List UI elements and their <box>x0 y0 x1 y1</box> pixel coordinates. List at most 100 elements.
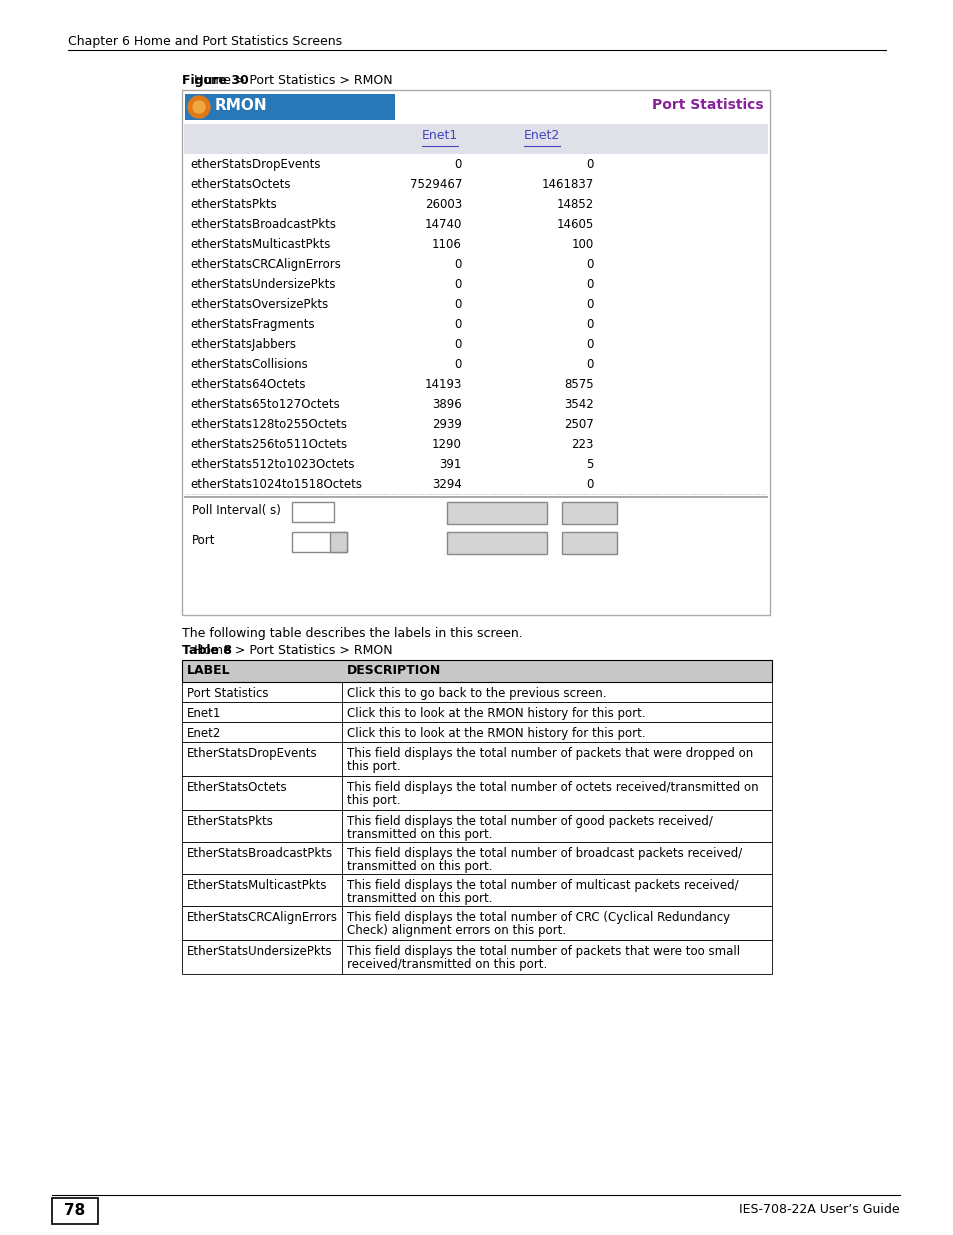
Text: Click this to look at the RMON history for this port.: Click this to look at the RMON history f… <box>347 706 645 720</box>
Bar <box>182 90 769 615</box>
Text: This field displays the total number of good packets received/: This field displays the total number of … <box>347 815 712 827</box>
Text: 0: 0 <box>455 317 461 331</box>
Bar <box>292 532 347 552</box>
Text: Poll Interval( s): Poll Interval( s) <box>192 504 280 517</box>
Text: Enet1: Enet1 <box>187 706 221 720</box>
Text: etherStats256to511Octets: etherStats256to511Octets <box>190 438 347 451</box>
Bar <box>184 254 767 274</box>
Circle shape <box>188 96 210 119</box>
Text: 7529467: 7529467 <box>409 178 461 191</box>
Text: This field displays the total number of multicast packets received/: This field displays the total number of … <box>347 879 738 892</box>
Text: ▼: ▼ <box>332 536 338 545</box>
Bar <box>182 659 771 682</box>
Text: etherStatsJabbers: etherStatsJabbers <box>190 338 295 351</box>
Bar <box>184 496 767 498</box>
Text: etherStatsOversizePkts: etherStatsOversizePkts <box>190 298 328 311</box>
Text: etherStats128to255Octets: etherStats128to255Octets <box>190 417 347 431</box>
Text: EtherStatsCRCAlignErrors: EtherStatsCRCAlignErrors <box>187 911 337 924</box>
Text: etherStats1024to1518Octets: etherStats1024to1518Octets <box>190 478 361 492</box>
Text: received/transmitted on this port.: received/transmitted on this port. <box>347 958 547 971</box>
Text: EtherStatsPkts: EtherStatsPkts <box>187 815 274 827</box>
Bar <box>182 742 771 776</box>
Bar <box>184 274 767 294</box>
Bar <box>182 874 771 906</box>
Text: Chapter 6 Home and Port Statistics Screens: Chapter 6 Home and Port Statistics Scree… <box>68 35 342 48</box>
Text: etherStats65to127Octets: etherStats65to127Octets <box>190 398 339 411</box>
Text: this port.: this port. <box>347 794 400 806</box>
Text: 0: 0 <box>455 358 461 370</box>
Text: This field displays the total number of broadcast packets received/: This field displays the total number of … <box>347 847 741 860</box>
Text: etherStatsCollisions: etherStatsCollisions <box>190 358 308 370</box>
Text: EtherStatsUndersizePkts: EtherStatsUndersizePkts <box>187 945 333 958</box>
Text: Table 8: Table 8 <box>182 643 232 657</box>
Text: this port.: this port. <box>347 760 400 773</box>
Bar <box>182 842 771 874</box>
Text: etherStatsFragments: etherStatsFragments <box>190 317 314 331</box>
Text: 14852: 14852 <box>557 198 594 211</box>
Text: 0: 0 <box>586 298 594 311</box>
Bar <box>184 354 767 374</box>
Bar <box>184 314 767 333</box>
Text: 0: 0 <box>455 258 461 270</box>
Text: IES-708-22A User’s Guide: IES-708-22A User’s Guide <box>739 1203 899 1216</box>
Bar <box>182 810 771 842</box>
Text: 391: 391 <box>439 458 461 471</box>
Text: 0: 0 <box>586 478 594 492</box>
Circle shape <box>193 101 205 112</box>
Text: EtherStatsMulticastPkts: EtherStatsMulticastPkts <box>187 879 327 892</box>
Text: 14193: 14193 <box>424 378 461 391</box>
Bar <box>447 532 546 555</box>
Text: EtherStatsOctets: EtherStatsOctets <box>187 781 287 794</box>
Text: 3294: 3294 <box>432 478 461 492</box>
Text: 3542: 3542 <box>563 398 594 411</box>
Text: etherStatsPkts: etherStatsPkts <box>190 198 276 211</box>
Text: 78: 78 <box>64 1203 86 1218</box>
Text: 223: 223 <box>571 438 594 451</box>
Bar <box>184 333 767 354</box>
Text: Set Interval: Set Interval <box>457 506 536 519</box>
Text: etherStats64Octets: etherStats64Octets <box>190 378 305 391</box>
Text: EtherStatsDropEvents: EtherStatsDropEvents <box>187 747 317 760</box>
Text: Port Statistics: Port Statistics <box>652 98 763 112</box>
Text: 100: 100 <box>571 238 594 251</box>
Text: Figure 30: Figure 30 <box>182 74 249 86</box>
Bar <box>182 776 771 810</box>
Text: 26003: 26003 <box>424 198 461 211</box>
Text: etherStatsMulticastPkts: etherStatsMulticastPkts <box>190 238 330 251</box>
Text: 0: 0 <box>586 158 594 170</box>
Bar <box>182 701 771 722</box>
Bar <box>184 474 767 494</box>
Bar <box>184 394 767 414</box>
Text: Enet2: Enet2 <box>523 128 559 142</box>
Text: 1106: 1106 <box>432 238 461 251</box>
Bar <box>184 233 767 254</box>
Text: etherStats512to1023Octets: etherStats512to1023Octets <box>190 458 355 471</box>
Bar <box>185 94 395 120</box>
Text: 0: 0 <box>455 158 461 170</box>
Text: Port Statistics: Port Statistics <box>187 687 268 700</box>
Text: transmitted on this port.: transmitted on this port. <box>347 892 492 905</box>
Text: 0: 0 <box>455 338 461 351</box>
Bar <box>184 154 767 174</box>
Text: 2939: 2939 <box>432 417 461 431</box>
Bar <box>447 501 546 524</box>
Bar <box>184 433 767 454</box>
Text: This field displays the total number of CRC (Cyclical Redundancy: This field displays the total number of … <box>347 911 729 924</box>
Text: Home > Port Statistics > RMON: Home > Port Statistics > RMON <box>182 643 393 657</box>
Text: LABEL: LABEL <box>187 664 231 677</box>
Text: etherStatsUndersizePkts: etherStatsUndersizePkts <box>190 278 335 291</box>
Text: 40: 40 <box>294 505 310 517</box>
Text: Port: Port <box>192 534 215 547</box>
Bar <box>330 532 347 552</box>
Text: 0: 0 <box>586 258 594 270</box>
Text: 14605: 14605 <box>557 219 594 231</box>
Text: 0: 0 <box>455 278 461 291</box>
Text: Stop: Stop <box>573 506 603 519</box>
Bar <box>184 374 767 394</box>
Text: transmitted on this port.: transmitted on this port. <box>347 860 492 873</box>
Text: 0: 0 <box>586 338 594 351</box>
Bar <box>561 532 617 555</box>
Bar <box>52 1198 98 1224</box>
Text: 14740: 14740 <box>424 219 461 231</box>
Text: Home > Port Statistics > RMON: Home > Port Statistics > RMON <box>182 74 393 86</box>
